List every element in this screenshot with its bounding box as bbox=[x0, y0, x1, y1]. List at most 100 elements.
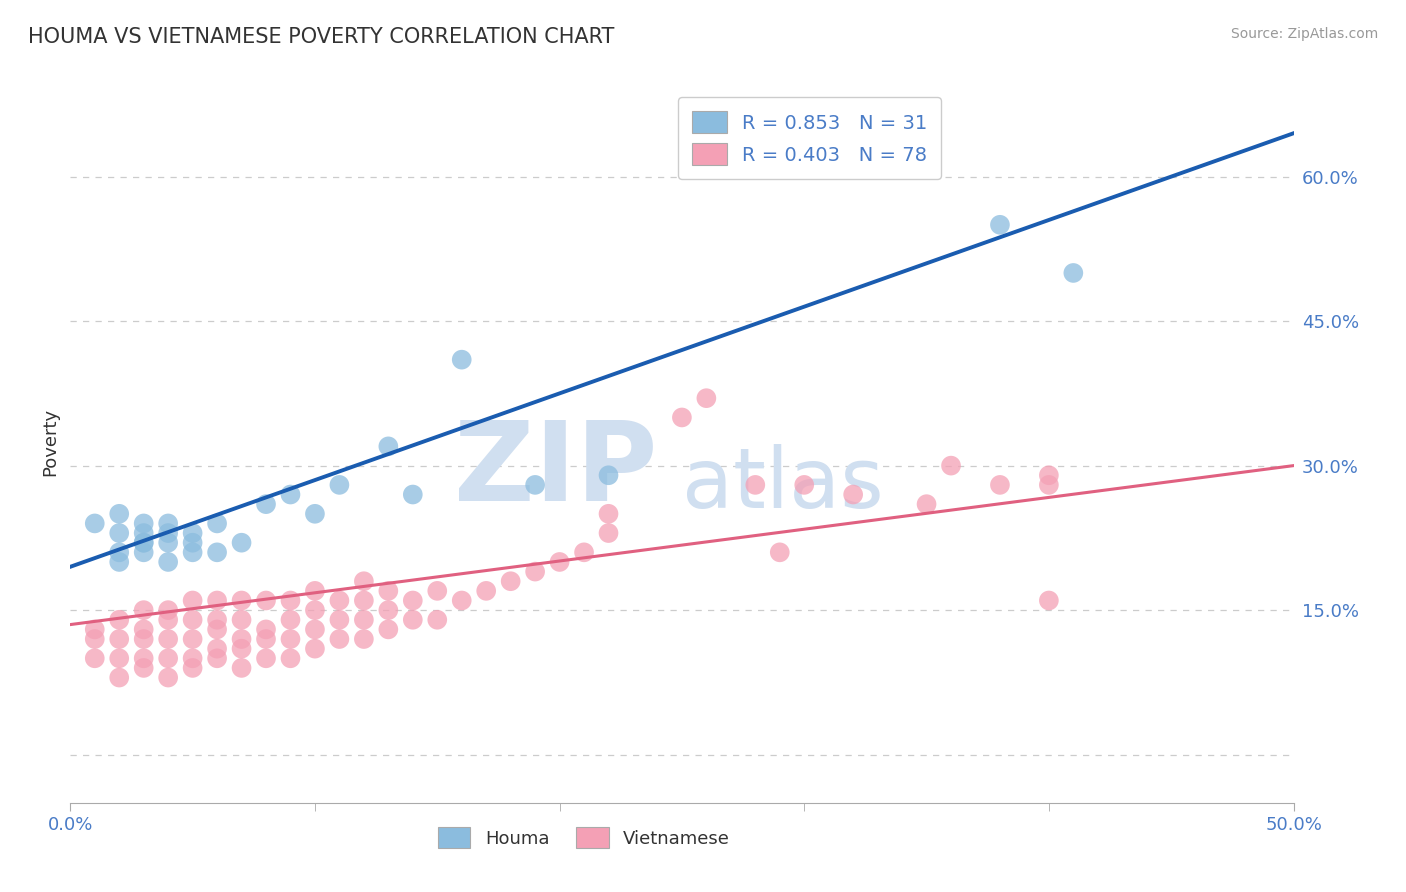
Point bbox=[231, 535, 253, 549]
Point bbox=[231, 641, 253, 656]
Point bbox=[108, 613, 131, 627]
Point bbox=[328, 593, 350, 607]
Point bbox=[939, 458, 962, 473]
Point bbox=[181, 535, 204, 549]
Point bbox=[132, 516, 155, 531]
Point bbox=[524, 565, 547, 579]
Point bbox=[132, 661, 155, 675]
Point bbox=[304, 583, 326, 598]
Point bbox=[231, 632, 253, 646]
Text: atlas: atlas bbox=[682, 444, 883, 525]
Point bbox=[450, 352, 472, 367]
Point bbox=[108, 671, 131, 685]
Point bbox=[231, 613, 253, 627]
Point bbox=[402, 593, 425, 607]
Point bbox=[1038, 478, 1060, 492]
Point bbox=[426, 583, 449, 598]
Point bbox=[205, 623, 228, 637]
Point bbox=[1038, 468, 1060, 483]
Point bbox=[1038, 593, 1060, 607]
Point bbox=[132, 526, 155, 541]
Point bbox=[254, 593, 277, 607]
Point bbox=[157, 651, 180, 665]
Point bbox=[353, 632, 375, 646]
Point bbox=[181, 545, 204, 559]
Point bbox=[205, 593, 228, 607]
Point bbox=[328, 632, 350, 646]
Point bbox=[83, 623, 105, 637]
Point bbox=[132, 603, 155, 617]
Point bbox=[132, 632, 155, 646]
Point bbox=[181, 661, 204, 675]
Point bbox=[231, 593, 253, 607]
Point bbox=[254, 651, 277, 665]
Point bbox=[499, 574, 522, 589]
Point bbox=[402, 487, 425, 501]
Point bbox=[377, 603, 399, 617]
Point bbox=[205, 641, 228, 656]
Point bbox=[280, 632, 302, 646]
Point bbox=[108, 545, 131, 559]
Point bbox=[695, 391, 717, 405]
Point bbox=[132, 535, 155, 549]
Point bbox=[157, 613, 180, 627]
Point bbox=[548, 555, 571, 569]
Point bbox=[328, 613, 350, 627]
Point bbox=[280, 593, 302, 607]
Point bbox=[108, 526, 131, 541]
Point bbox=[83, 651, 105, 665]
Point bbox=[181, 613, 204, 627]
Point bbox=[83, 632, 105, 646]
Point bbox=[108, 507, 131, 521]
Point bbox=[328, 478, 350, 492]
Point bbox=[793, 478, 815, 492]
Point bbox=[254, 497, 277, 511]
Point bbox=[132, 545, 155, 559]
Point bbox=[205, 651, 228, 665]
Point bbox=[132, 623, 155, 637]
Point bbox=[157, 603, 180, 617]
Point bbox=[205, 516, 228, 531]
Point bbox=[157, 526, 180, 541]
Point bbox=[353, 613, 375, 627]
Point bbox=[524, 478, 547, 492]
Point bbox=[157, 535, 180, 549]
Point bbox=[304, 507, 326, 521]
Point bbox=[157, 671, 180, 685]
Point bbox=[353, 574, 375, 589]
Point bbox=[353, 593, 375, 607]
Point bbox=[132, 651, 155, 665]
Point bbox=[598, 468, 620, 483]
Point bbox=[254, 632, 277, 646]
Point bbox=[181, 593, 204, 607]
Point bbox=[157, 516, 180, 531]
Point bbox=[157, 632, 180, 646]
Point bbox=[572, 545, 595, 559]
Point bbox=[280, 613, 302, 627]
Text: ZIP: ZIP bbox=[454, 417, 658, 524]
Y-axis label: Poverty: Poverty bbox=[41, 408, 59, 475]
Legend: Houma, Vietnamese: Houma, Vietnamese bbox=[430, 820, 738, 855]
Point bbox=[769, 545, 792, 559]
Point bbox=[181, 526, 204, 541]
Point bbox=[132, 535, 155, 549]
Point bbox=[426, 613, 449, 627]
Point bbox=[280, 487, 302, 501]
Point bbox=[377, 583, 399, 598]
Point bbox=[157, 555, 180, 569]
Point bbox=[450, 593, 472, 607]
Point bbox=[842, 487, 865, 501]
Point bbox=[988, 218, 1011, 232]
Point bbox=[83, 516, 105, 531]
Point bbox=[231, 661, 253, 675]
Point bbox=[181, 632, 204, 646]
Point bbox=[280, 651, 302, 665]
Point bbox=[254, 623, 277, 637]
Point bbox=[108, 555, 131, 569]
Point bbox=[304, 623, 326, 637]
Point bbox=[377, 439, 399, 453]
Point bbox=[671, 410, 693, 425]
Point bbox=[598, 526, 620, 541]
Point bbox=[108, 632, 131, 646]
Point bbox=[108, 651, 131, 665]
